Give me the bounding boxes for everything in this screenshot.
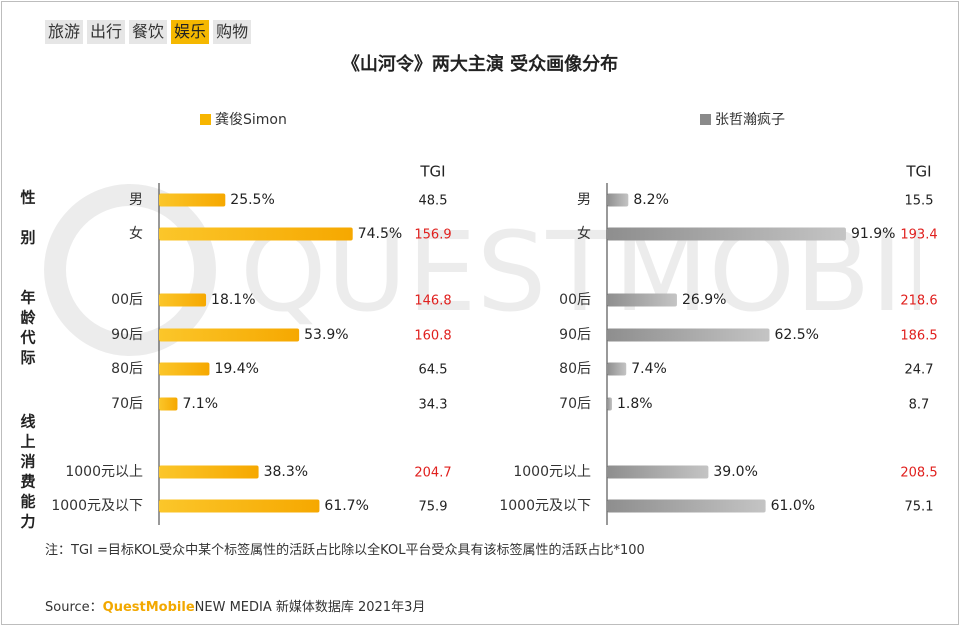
- legend-swatch-gong: [200, 113, 211, 125]
- tab-transport[interactable]: 出行: [87, 20, 126, 44]
- source-suffix: NEW MEDIA 新媒体数据库 2021年3月: [194, 600, 426, 615]
- category-label-gong-3: 90后: [111, 327, 143, 343]
- tab-dining[interactable]: 餐饮: [129, 20, 168, 44]
- tgi-value-gong-4: 64.5: [419, 363, 448, 378]
- bar-gong-6: [159, 465, 259, 479]
- group-label-char-2-4: 能: [20, 493, 35, 511]
- data-label-gong-5: 7.1%: [182, 396, 218, 412]
- group-label-char-2-0: 线: [20, 413, 35, 431]
- tgi-header-gong: TGI: [419, 163, 445, 181]
- bar-gong-0: [159, 193, 226, 207]
- data-label-zhang-1: 91.9%: [851, 226, 895, 242]
- category-label-gong-6: 1000元以上: [65, 464, 143, 480]
- data-label-zhang-4: 7.4%: [631, 361, 667, 377]
- group-label-char-0-0: 性: [20, 189, 35, 207]
- category-label-zhang-6: 1000元以上: [513, 464, 591, 480]
- category-label-zhang-5: 70后: [559, 396, 591, 412]
- category-label-gong-4: 80后: [111, 361, 143, 377]
- category-label-gong-0: 男: [129, 192, 143, 208]
- data-label-zhang-0: 8.2%: [633, 192, 669, 208]
- tgi-value-gong-0: 48.5: [419, 194, 448, 209]
- category-label-zhang-3: 90后: [559, 327, 591, 343]
- tab-travel[interactable]: 旅游: [45, 20, 84, 44]
- group-label-char-2-5: 力: [20, 513, 35, 531]
- bar-zhang-0: [607, 193, 629, 207]
- category-label-gong-7: 1000元及以下: [51, 498, 143, 514]
- group-label-char-2-1: 上: [20, 433, 35, 451]
- data-label-gong-6: 38.3%: [264, 464, 308, 480]
- footnote: 注：TGI =目标KOL受众中某个标签属性的活跃占比除以全KOL平台受众具有该标…: [45, 543, 645, 558]
- tgi-value-zhang-0: 15.5: [905, 194, 934, 209]
- bar-zhang-6: [607, 465, 709, 479]
- bar-zhang-7: [607, 499, 766, 513]
- legend-gong: 龚俊Simon: [200, 109, 287, 129]
- tgi-value-zhang-6: 208.5: [900, 466, 937, 481]
- group-label-char-2-3: 费: [20, 473, 35, 491]
- bar-zhang-3: [607, 328, 770, 342]
- group-label-char-0-1: 别: [19, 229, 35, 247]
- data-label-gong-4: 19.4%: [214, 361, 258, 377]
- legend-swatch-zhang: [700, 113, 711, 125]
- tab-entertainment[interactable]: 娱乐: [171, 20, 210, 44]
- data-label-zhang-3: 62.5%: [775, 327, 819, 343]
- tgi-header-zhang: TGI: [905, 163, 931, 181]
- source-brand: QuestMobile: [102, 600, 195, 615]
- data-label-gong-1: 74.5%: [358, 226, 402, 242]
- data-label-zhang-7: 61.0%: [771, 498, 815, 514]
- tgi-value-zhang-5: 8.7: [909, 398, 930, 413]
- data-label-zhang-5: 1.8%: [617, 396, 653, 412]
- legend-zhang: 张哲瀚疯子: [700, 109, 785, 129]
- group-label-char-1-2: 代: [19, 329, 35, 347]
- tgi-value-gong-7: 75.9: [419, 500, 448, 515]
- bar-gong-7: [159, 499, 320, 513]
- category-tabs: 旅游 出行 餐饮 娱乐 购物: [45, 20, 252, 44]
- tgi-value-zhang-1: 193.4: [900, 228, 937, 243]
- category-label-zhang-4: 80后: [559, 361, 591, 377]
- bar-gong-2: [159, 293, 207, 307]
- chart-title: 《山河令》两大主演 受众画像分布: [341, 54, 619, 75]
- bar-gong-1: [159, 227, 353, 241]
- legend-label-gong: 龚俊Simon: [215, 112, 287, 128]
- bar-gong-5: [159, 397, 178, 411]
- bar-gong-4: [159, 362, 210, 376]
- tgi-value-gong-3: 160.8: [414, 329, 451, 344]
- category-label-zhang-1: 女: [577, 225, 591, 242]
- tgi-value-zhang-7: 75.1: [905, 500, 934, 515]
- category-label-zhang-2: 00后: [559, 292, 591, 308]
- tgi-value-gong-6: 204.7: [414, 466, 451, 481]
- tgi-value-zhang-2: 218.6: [900, 294, 937, 309]
- category-label-gong-2: 00后: [111, 292, 143, 308]
- source-prefix: Source：: [45, 600, 103, 615]
- category-label-zhang-0: 男: [577, 192, 591, 208]
- group-label-char-2-2: 消: [20, 453, 35, 471]
- tgi-value-zhang-3: 186.5: [900, 329, 937, 344]
- data-label-zhang-2: 26.9%: [682, 292, 726, 308]
- group-label-char-1-1: 龄: [20, 309, 36, 327]
- tab-shopping[interactable]: 购物: [213, 20, 252, 44]
- bar-zhang-2: [607, 293, 677, 307]
- bar-gong-3: [159, 328, 300, 342]
- data-label-gong-7: 61.7%: [324, 498, 368, 514]
- bar-zhang-5: [607, 397, 612, 411]
- tgi-value-gong-2: 146.8: [414, 294, 451, 309]
- bar-zhang-4: [607, 362, 627, 376]
- group-label-char-1-3: 际: [20, 349, 35, 367]
- data-label-gong-0: 25.5%: [230, 192, 274, 208]
- legend-label-zhang: 张哲瀚疯子: [715, 112, 785, 128]
- category-label-gong-5: 70后: [111, 396, 143, 412]
- group-label-char-1-0: 年: [20, 289, 35, 307]
- data-label-gong-2: 18.1%: [211, 292, 255, 308]
- tgi-value-gong-5: 34.3: [419, 398, 448, 413]
- data-label-zhang-6: 39.0%: [713, 464, 757, 480]
- bar-zhang-1: [607, 227, 846, 241]
- tgi-value-gong-1: 156.9: [414, 228, 451, 243]
- category-label-zhang-7: 1000元及以下: [499, 498, 591, 514]
- tgi-value-zhang-4: 24.7: [905, 363, 934, 378]
- category-label-gong-1: 女: [129, 225, 143, 242]
- source-line: Source：QuestMobileNEW MEDIA 新媒体数据库 2021年…: [45, 596, 425, 615]
- data-label-gong-3: 53.9%: [304, 327, 348, 343]
